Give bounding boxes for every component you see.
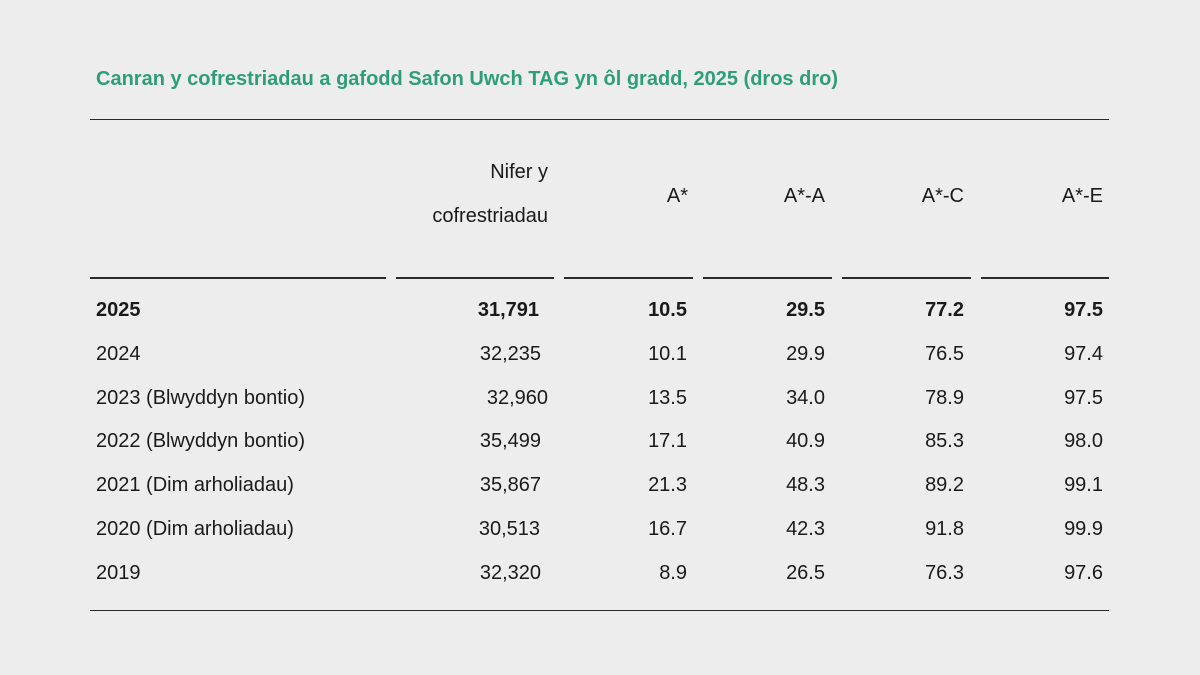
header-rule-entries	[396, 277, 554, 279]
cell-entries: 32,960	[486, 386, 548, 409]
cell-year: 2024	[96, 342, 141, 365]
table-row: 2024 32,235 10.1 29.9 76.5 97.4	[0, 332, 1200, 376]
header-rule-label	[90, 277, 386, 279]
cell-astar-c: 76.3	[925, 561, 964, 584]
cell-entries: 30,513	[478, 518, 540, 540]
cell-astar-e: 97.5	[1064, 299, 1103, 321]
cell-entries: 32,320	[479, 561, 541, 584]
cell-astar-e: 97.5	[1064, 386, 1103, 409]
header-rule-astar-e	[981, 277, 1109, 279]
cell-astar-e: 97.4	[1064, 342, 1103, 365]
header-entries: Nifer y cofrestriadau	[380, 150, 548, 238]
cell-astar: 8.9	[659, 561, 687, 584]
header-astar-a: A*-A	[783, 185, 825, 207]
header-rule-astar	[564, 277, 693, 279]
cell-entries: 35,867	[479, 474, 541, 497]
table-row: 2022 (Blwyddyn bontio) 35,499 17.1 40.9 85.3…	[0, 419, 1200, 463]
cell-entries: 31,791	[477, 299, 539, 321]
cell-astar-a: 48.3	[786, 474, 825, 497]
cell-astar: 10.1	[648, 342, 687, 365]
cell-year: 2020 (Dim arholiadau)	[96, 518, 294, 540]
cell-astar-e: 97.6	[1064, 561, 1103, 584]
cell-year: 2021 (Dim arholiadau)	[96, 474, 294, 497]
cell-astar-c: 85.3	[925, 430, 964, 453]
table-row: 2020 (Dim arholiadau) 30,513 16.7 42.3 91.8 9…	[0, 507, 1200, 551]
header-rule-astar-a	[703, 277, 832, 279]
header-entries-line1: Nifer y	[490, 161, 548, 183]
cell-astar-a: 42.3	[786, 518, 825, 540]
cell-astar-a: 40.9	[786, 430, 825, 453]
cell-astar: 13.5	[648, 386, 687, 409]
cell-astar-c: 76.5	[925, 342, 964, 365]
header-astar-e: A*-E	[1061, 185, 1103, 207]
cell-astar-a: 26.5	[786, 561, 825, 584]
cell-astar: 17.1	[648, 430, 687, 453]
cell-astar-e: 99.9	[1064, 518, 1103, 540]
cell-astar-a: 29.9	[786, 342, 825, 365]
cell-astar-c: 89.2	[925, 474, 964, 497]
cell-entries: 32,235	[479, 342, 541, 365]
header-entries-line2: cofrestriadau	[432, 205, 548, 227]
top-rule	[90, 119, 1109, 120]
cell-astar: 21.3	[648, 474, 687, 497]
cell-astar: 10.5	[648, 299, 687, 321]
cell-year: 2022 (Blwyddyn bontio)	[96, 430, 306, 453]
cell-astar-e: 98.0	[1064, 430, 1103, 453]
cell-entries: 35,499	[479, 430, 541, 453]
table-row: 2021 (Dim arholiadau) 35,867 21.3 48.3 89.2 9…	[0, 463, 1200, 507]
cell-year: 2019	[96, 561, 141, 584]
cell-year: 2023 (Blwyddyn bontio)	[96, 386, 306, 409]
header-astar-c: A*-C	[921, 185, 964, 207]
cell-astar: 16.7	[648, 518, 687, 540]
cell-astar-a: 34.0	[786, 386, 825, 409]
cell-astar-c: 91.8	[925, 518, 964, 540]
cell-year: 2025	[96, 299, 141, 321]
table-title: Canran y cofrestriadau a gafodd Safon Uw…	[96, 68, 838, 90]
header-astar: A*	[666, 185, 688, 207]
header-rule-astar-c	[842, 277, 971, 279]
cell-astar-e: 99.1	[1064, 474, 1103, 497]
cell-astar-c: 77.2	[925, 299, 964, 321]
table-row: 2023 (Blwyddyn bontio) 32,960 13.5 34.0 78.9…	[0, 376, 1200, 420]
cell-astar-c: 78.9	[925, 386, 964, 409]
cell-astar-a: 29.5	[786, 299, 825, 321]
table-row: 2019 32,320 8.9 26.5 76.3 97.6	[0, 551, 1200, 595]
bottom-rule	[90, 610, 1109, 611]
table-row: 2025 31,791 10.5 29.5 77.2 97.5	[0, 288, 1200, 332]
